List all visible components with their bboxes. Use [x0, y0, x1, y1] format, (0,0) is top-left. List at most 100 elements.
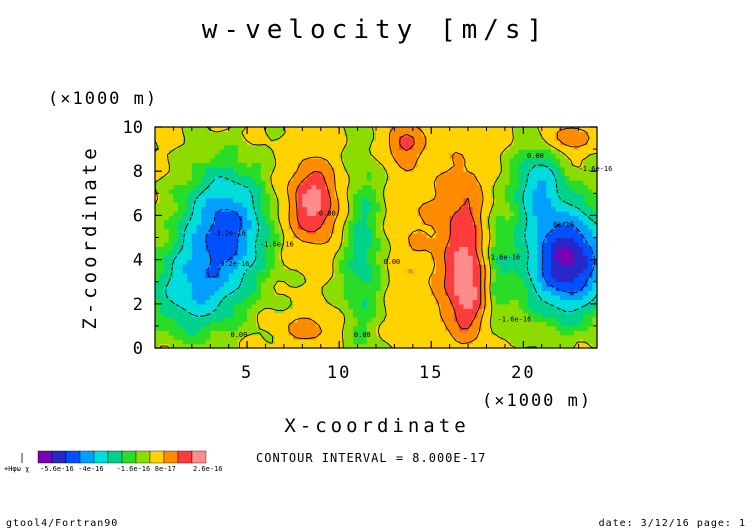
heatmap-cell	[408, 317, 414, 323]
heatmap-cell	[297, 290, 303, 296]
heatmap-cell	[495, 246, 501, 252]
heatmap-cell	[527, 343, 534, 349]
heatmap-cell	[385, 131, 391, 137]
heatmap-cell	[389, 272, 396, 278]
heatmap-cell	[247, 343, 253, 349]
heatmap-cell	[260, 224, 267, 230]
heatmap-cell	[196, 131, 202, 137]
heatmap-cell	[431, 215, 437, 221]
heatmap-cell	[445, 286, 451, 292]
heatmap-cell	[159, 233, 165, 239]
heatmap-cell	[523, 127, 529, 133]
heatmap-cell	[334, 255, 340, 261]
heatmap-cell	[408, 193, 414, 199]
heatmap-cell	[155, 188, 161, 194]
heatmap-cell	[587, 259, 593, 265]
heatmap-cell	[362, 250, 368, 256]
heatmap-cell	[422, 184, 428, 190]
heatmap-cell	[399, 153, 405, 159]
contour-line	[295, 133, 482, 330]
heatmap-cell	[251, 290, 257, 296]
heatmap-cell	[201, 206, 207, 212]
heatmap-cell	[247, 202, 253, 208]
heatmap-cell	[564, 325, 570, 331]
heatmap-cell	[472, 166, 478, 172]
heatmap-cell	[357, 197, 363, 203]
heatmap-cell	[325, 202, 331, 208]
heatmap-cell	[417, 281, 423, 287]
heatmap-cell	[380, 321, 386, 327]
heatmap-cell	[159, 241, 165, 247]
heatmap-cell	[445, 175, 451, 181]
heatmap-cell	[569, 294, 575, 300]
heatmap-cell	[376, 294, 382, 300]
heatmap-cell	[454, 312, 460, 318]
heatmap-cell	[587, 264, 593, 270]
heatmap-cell	[578, 334, 584, 340]
heatmap-cell	[274, 149, 280, 155]
heatmap-cell	[527, 246, 534, 252]
y-tick-label: 4	[133, 251, 143, 271]
heatmap-cell	[297, 127, 303, 133]
heatmap-cell	[481, 144, 488, 150]
heatmap-cell	[569, 334, 575, 340]
heatmap-cell	[164, 250, 170, 256]
heatmap-cell	[357, 250, 363, 256]
heatmap-cell	[491, 127, 497, 133]
heatmap-cell	[168, 219, 175, 225]
heatmap-cell	[191, 193, 198, 199]
heatmap-cell	[219, 171, 225, 177]
heatmap-cell	[196, 330, 202, 336]
heatmap-cell	[371, 330, 377, 336]
heatmap-cell	[380, 281, 386, 287]
heatmap-cell	[592, 180, 598, 186]
heatmap-cell	[449, 290, 455, 296]
heatmap-cell	[500, 303, 506, 309]
heatmap-cell	[187, 343, 193, 349]
heatmap-cell	[247, 255, 253, 261]
heatmap-cell	[472, 264, 478, 270]
heatmap-cell	[288, 290, 294, 296]
heatmap-cell	[472, 153, 478, 159]
heatmap-cell	[537, 180, 543, 186]
heatmap-cell	[440, 210, 446, 216]
heatmap-cell	[583, 312, 589, 318]
heatmap-cell	[376, 343, 382, 349]
heatmap-cell	[320, 277, 326, 283]
heatmap-cell	[293, 180, 299, 186]
heatmap-cell	[569, 268, 575, 274]
heatmap-cell	[306, 140, 313, 146]
heatmap-cell	[329, 308, 336, 314]
heatmap-cell	[302, 215, 308, 221]
heatmap-cell	[265, 131, 271, 137]
heatmap-cell	[518, 268, 524, 274]
heatmap-cell	[270, 317, 276, 323]
heatmap-cell	[403, 219, 409, 225]
heatmap-cell	[371, 259, 377, 265]
heatmap-cell	[532, 171, 538, 177]
heatmap-cell	[523, 317, 529, 323]
heatmap-cell	[316, 290, 322, 296]
heatmap-cell	[389, 255, 396, 261]
heatmap-cell	[242, 281, 248, 287]
heatmap-cell	[435, 339, 442, 345]
contour-line	[154, 126, 598, 349]
heatmap-cell	[385, 290, 391, 296]
heatmap-cell	[182, 259, 188, 265]
heatmap-cell	[228, 166, 234, 172]
heatmap-cell	[178, 219, 184, 225]
heatmap-cell	[270, 166, 276, 172]
heatmap-cell	[293, 210, 299, 216]
heatmap-cell	[486, 206, 492, 212]
heatmap-cell	[187, 197, 193, 203]
heatmap-cell	[592, 268, 598, 274]
heatmap-cell	[468, 330, 474, 336]
heatmap-cell	[233, 162, 239, 168]
heatmap-cell	[201, 272, 207, 278]
heatmap-cell	[178, 330, 184, 336]
heatmap-cell	[403, 325, 409, 331]
heatmap-cell	[578, 272, 584, 278]
heatmap-cell	[445, 193, 451, 199]
heatmap-cell	[256, 188, 262, 194]
heatmap-cell	[417, 180, 423, 186]
